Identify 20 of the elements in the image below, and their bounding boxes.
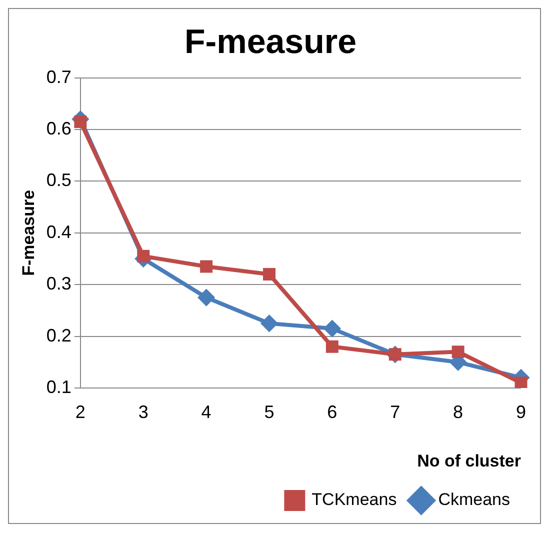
x-tick-label: 6 bbox=[327, 402, 338, 422]
y-tick-label: 0.6 bbox=[46, 118, 72, 138]
legend-label: Ckmeans bbox=[438, 490, 510, 510]
x-axis-title: No of cluster bbox=[417, 451, 522, 470]
x-tick-label: 5 bbox=[264, 402, 274, 422]
y-tick-label: 0.5 bbox=[46, 170, 72, 190]
x-tick-label: 8 bbox=[453, 402, 464, 422]
x-tick-label: 9 bbox=[516, 402, 526, 422]
x-tick-label: 7 bbox=[390, 402, 400, 422]
y-tick-label: 0.2 bbox=[46, 325, 72, 346]
y-tick-label: 0.1 bbox=[46, 376, 72, 397]
y-tick-label: 0.7 bbox=[46, 66, 72, 87]
y-tick-label: 0.3 bbox=[46, 274, 72, 294]
legend-label: TCKmeans bbox=[312, 490, 397, 510]
x-tick-label: 2 bbox=[75, 402, 86, 422]
x-tick-label: 3 bbox=[138, 402, 148, 422]
x-tick-label: 4 bbox=[201, 402, 212, 422]
y-axis-title: F-measure bbox=[18, 190, 38, 276]
chart-title: F-measure bbox=[184, 22, 356, 61]
y-tick-label: 0.4 bbox=[46, 222, 72, 242]
